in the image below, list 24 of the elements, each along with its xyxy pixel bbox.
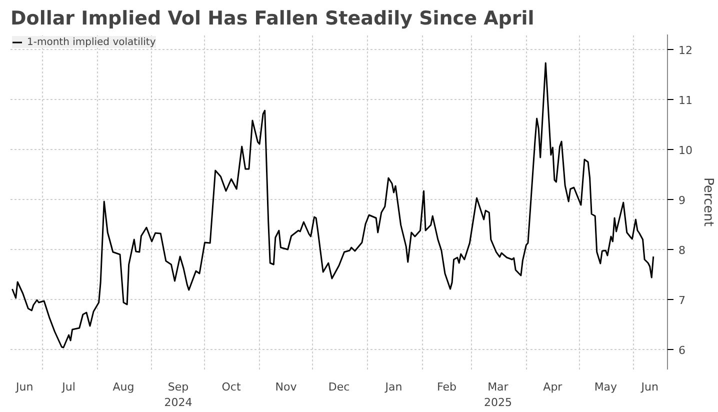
x-tick-label: Nov — [275, 380, 298, 394]
x-tick-label: Oct — [222, 380, 242, 394]
legend-label: 1-month implied volatility — [27, 36, 156, 48]
x-tick-label: Apr — [543, 380, 563, 394]
y-tick-label: 8 — [678, 244, 686, 257]
x-tick-label: May — [594, 380, 618, 394]
x-tick-label: Sep 2024 — [164, 380, 192, 410]
x-tick-label: Jul — [61, 380, 76, 394]
y-tick-label: 9 — [678, 194, 686, 207]
x-tick-label: Mar 2025 — [484, 380, 512, 410]
chart-title: Dollar Implied Vol Has Fallen Steadily Since April — [10, 8, 534, 30]
x-tick-label: Feb — [436, 380, 456, 394]
x-tick-label: Jan — [384, 380, 402, 394]
y-tick-label: 7 — [678, 294, 686, 307]
line-series — [12, 62, 654, 348]
y-tick-label: 11 — [678, 94, 692, 107]
x-tick-label: Dec — [328, 380, 350, 394]
y-tick-label: 10 — [678, 144, 692, 157]
x-tick-label: Jun — [15, 380, 34, 394]
y-tick-label: 6 — [678, 344, 686, 357]
y-tick-label: 12 — [678, 44, 692, 57]
y-axis-title: Percent — [700, 178, 716, 226]
x-tick-label: Jun — [640, 380, 658, 394]
x-tick-label: Aug — [112, 380, 134, 394]
